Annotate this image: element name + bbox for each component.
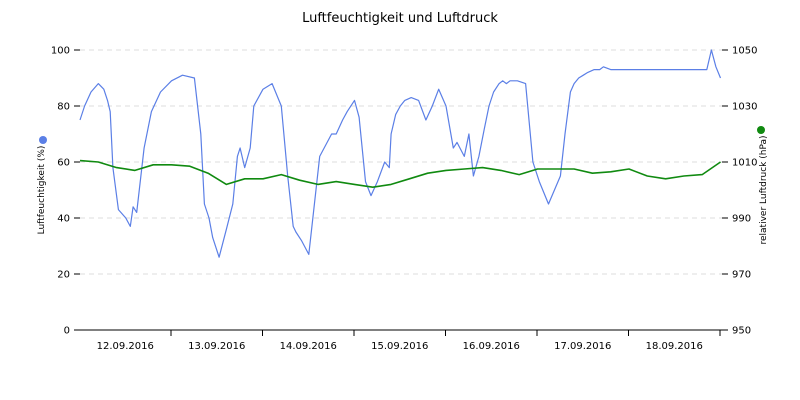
right-axis-legend-marker bbox=[757, 126, 765, 134]
left-tick-label: 80 bbox=[57, 102, 70, 113]
right-tick-label: 1050 bbox=[732, 46, 757, 57]
x-axis-ticks: 12.09.2016 13.09.2016 14.09.2016 15.09.2016… bbox=[97, 330, 721, 352]
left-tick-label: 40 bbox=[57, 214, 70, 225]
left-axis-ticks: 0 20 40 60 80 100 bbox=[51, 46, 80, 337]
left-tick-label: 0 bbox=[64, 326, 70, 337]
chart-title: Luftfeuchtigkeit und Luftdruck bbox=[302, 11, 498, 26]
right-tick-label: 990 bbox=[732, 214, 751, 225]
left-axis-legend-marker bbox=[39, 136, 47, 144]
x-tick-label: 13.09.2016 bbox=[188, 341, 245, 352]
left-axis-title: Luftfeuchtigkeit (%) bbox=[37, 146, 47, 235]
right-tick-label: 950 bbox=[732, 326, 751, 337]
humidity-series-line bbox=[79, 49, 722, 258]
left-tick-label: 60 bbox=[57, 158, 70, 169]
x-tick-label: 16.09.2016 bbox=[463, 341, 520, 352]
pressure-series-line bbox=[79, 159, 721, 188]
series-layer bbox=[79, 49, 722, 258]
right-axis-title: relativer Luftdruck (hPa) bbox=[759, 135, 769, 244]
right-tick-label: 1030 bbox=[732, 102, 757, 113]
x-tick-label: 12.09.2016 bbox=[97, 341, 154, 352]
grid-lines bbox=[80, 49, 722, 275]
x-tick-label: 17.09.2016 bbox=[554, 341, 611, 352]
x-tick-label: 15.09.2016 bbox=[371, 341, 428, 352]
left-tick-label: 20 bbox=[57, 270, 70, 281]
right-axis-ticks: 950 970 990 1010 1030 1050 bbox=[722, 46, 757, 337]
x-tick-label: 18.09.2016 bbox=[646, 341, 703, 352]
right-tick-label: 970 bbox=[732, 270, 751, 281]
right-tick-label: 1010 bbox=[732, 158, 757, 169]
x-tick-label: 14.09.2016 bbox=[280, 341, 337, 352]
left-tick-label: 100 bbox=[51, 46, 70, 57]
